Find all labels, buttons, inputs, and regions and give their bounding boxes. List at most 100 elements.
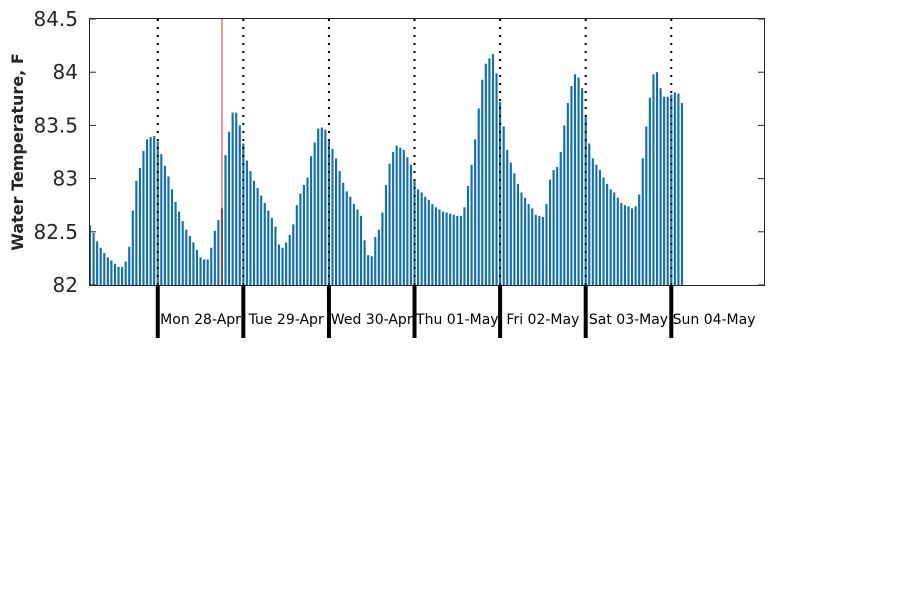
y-axis: 82 82.5 83 83.5 84 84.5 bbox=[33, 7, 764, 297]
bar bbox=[113, 263, 117, 285]
bar bbox=[90, 225, 92, 285]
bar bbox=[149, 137, 152, 285]
bar bbox=[409, 164, 413, 285]
bar bbox=[295, 205, 298, 285]
bar bbox=[334, 158, 338, 285]
bar bbox=[424, 196, 427, 285]
bar bbox=[342, 182, 345, 285]
bar bbox=[174, 202, 177, 285]
bar bbox=[620, 203, 623, 285]
bar bbox=[556, 166, 559, 285]
bar bbox=[356, 209, 359, 285]
bar bbox=[302, 184, 306, 285]
bar bbox=[659, 88, 662, 285]
bar bbox=[609, 189, 612, 285]
bar bbox=[163, 165, 166, 285]
bar bbox=[520, 192, 523, 285]
bar bbox=[491, 54, 495, 285]
x-axis: Mon 28-Apr Tue 29-Apr Wed 30-Apr Thu 01-May… bbox=[155, 285, 756, 338]
bar bbox=[602, 177, 605, 285]
bar bbox=[99, 247, 102, 285]
bar bbox=[317, 128, 320, 285]
y-tick-label: 83.5 bbox=[33, 113, 78, 137]
bar bbox=[292, 224, 295, 285]
bar bbox=[523, 197, 527, 285]
bar bbox=[121, 266, 124, 285]
bar bbox=[627, 206, 630, 285]
bar bbox=[527, 204, 530, 285]
bar bbox=[438, 209, 441, 285]
bar bbox=[563, 125, 566, 286]
bar bbox=[559, 152, 562, 285]
bar bbox=[345, 191, 348, 285]
bar bbox=[377, 229, 380, 285]
bar bbox=[655, 72, 659, 285]
bar bbox=[228, 131, 231, 285]
bar bbox=[452, 214, 455, 285]
bar bbox=[456, 215, 459, 285]
bar bbox=[470, 164, 473, 285]
bar bbox=[124, 261, 127, 285]
bar bbox=[495, 73, 498, 285]
bar bbox=[584, 114, 587, 285]
bar bbox=[170, 189, 174, 285]
bar bbox=[502, 126, 505, 286]
bar bbox=[142, 150, 145, 285]
bar bbox=[484, 63, 487, 285]
bar bbox=[106, 257, 109, 285]
day-label: Tue 29-Apr bbox=[248, 312, 324, 328]
bar bbox=[110, 260, 113, 285]
bar bbox=[131, 210, 134, 285]
bar bbox=[231, 112, 234, 286]
bar bbox=[381, 212, 384, 285]
bar bbox=[463, 207, 466, 285]
bar bbox=[638, 194, 641, 285]
bar bbox=[670, 94, 673, 285]
bar bbox=[352, 204, 355, 285]
bar bbox=[459, 215, 462, 285]
bar bbox=[185, 229, 188, 285]
bar bbox=[252, 180, 256, 285]
bar bbox=[630, 208, 634, 285]
bar bbox=[274, 226, 277, 285]
bar bbox=[224, 155, 227, 285]
bar bbox=[117, 266, 120, 285]
bar bbox=[392, 152, 395, 285]
bar bbox=[420, 192, 423, 285]
bar bbox=[324, 129, 327, 285]
bar bbox=[648, 97, 651, 286]
bar bbox=[206, 259, 209, 285]
bar bbox=[388, 163, 391, 285]
bar bbox=[417, 189, 420, 285]
bar bbox=[167, 176, 170, 285]
bar bbox=[606, 183, 609, 285]
y-tick-label: 82.5 bbox=[33, 220, 78, 244]
bar bbox=[449, 213, 452, 285]
bar bbox=[256, 188, 259, 285]
bar bbox=[249, 171, 252, 285]
bar bbox=[616, 197, 619, 285]
plot-area-frame bbox=[89, 18, 765, 286]
bar bbox=[573, 74, 577, 285]
bar bbox=[299, 193, 302, 285]
bar bbox=[402, 149, 405, 285]
bar bbox=[488, 58, 491, 286]
bar bbox=[384, 184, 388, 285]
bar bbox=[434, 207, 437, 285]
y-axis-label: Water Temperature, F bbox=[8, 53, 27, 251]
bar bbox=[367, 255, 370, 285]
bar bbox=[413, 179, 416, 285]
bar bbox=[235, 112, 238, 286]
bar bbox=[506, 149, 509, 285]
day-label: Sun 04-May bbox=[673, 312, 756, 328]
bar bbox=[445, 212, 448, 285]
bar bbox=[92, 232, 95, 285]
day-label: Fri 02-May bbox=[506, 312, 579, 328]
bar bbox=[238, 125, 241, 286]
bar bbox=[331, 148, 334, 285]
bar bbox=[581, 88, 584, 285]
y-tick-label: 84.5 bbox=[33, 7, 78, 31]
bar bbox=[534, 214, 537, 285]
bar bbox=[260, 195, 263, 285]
